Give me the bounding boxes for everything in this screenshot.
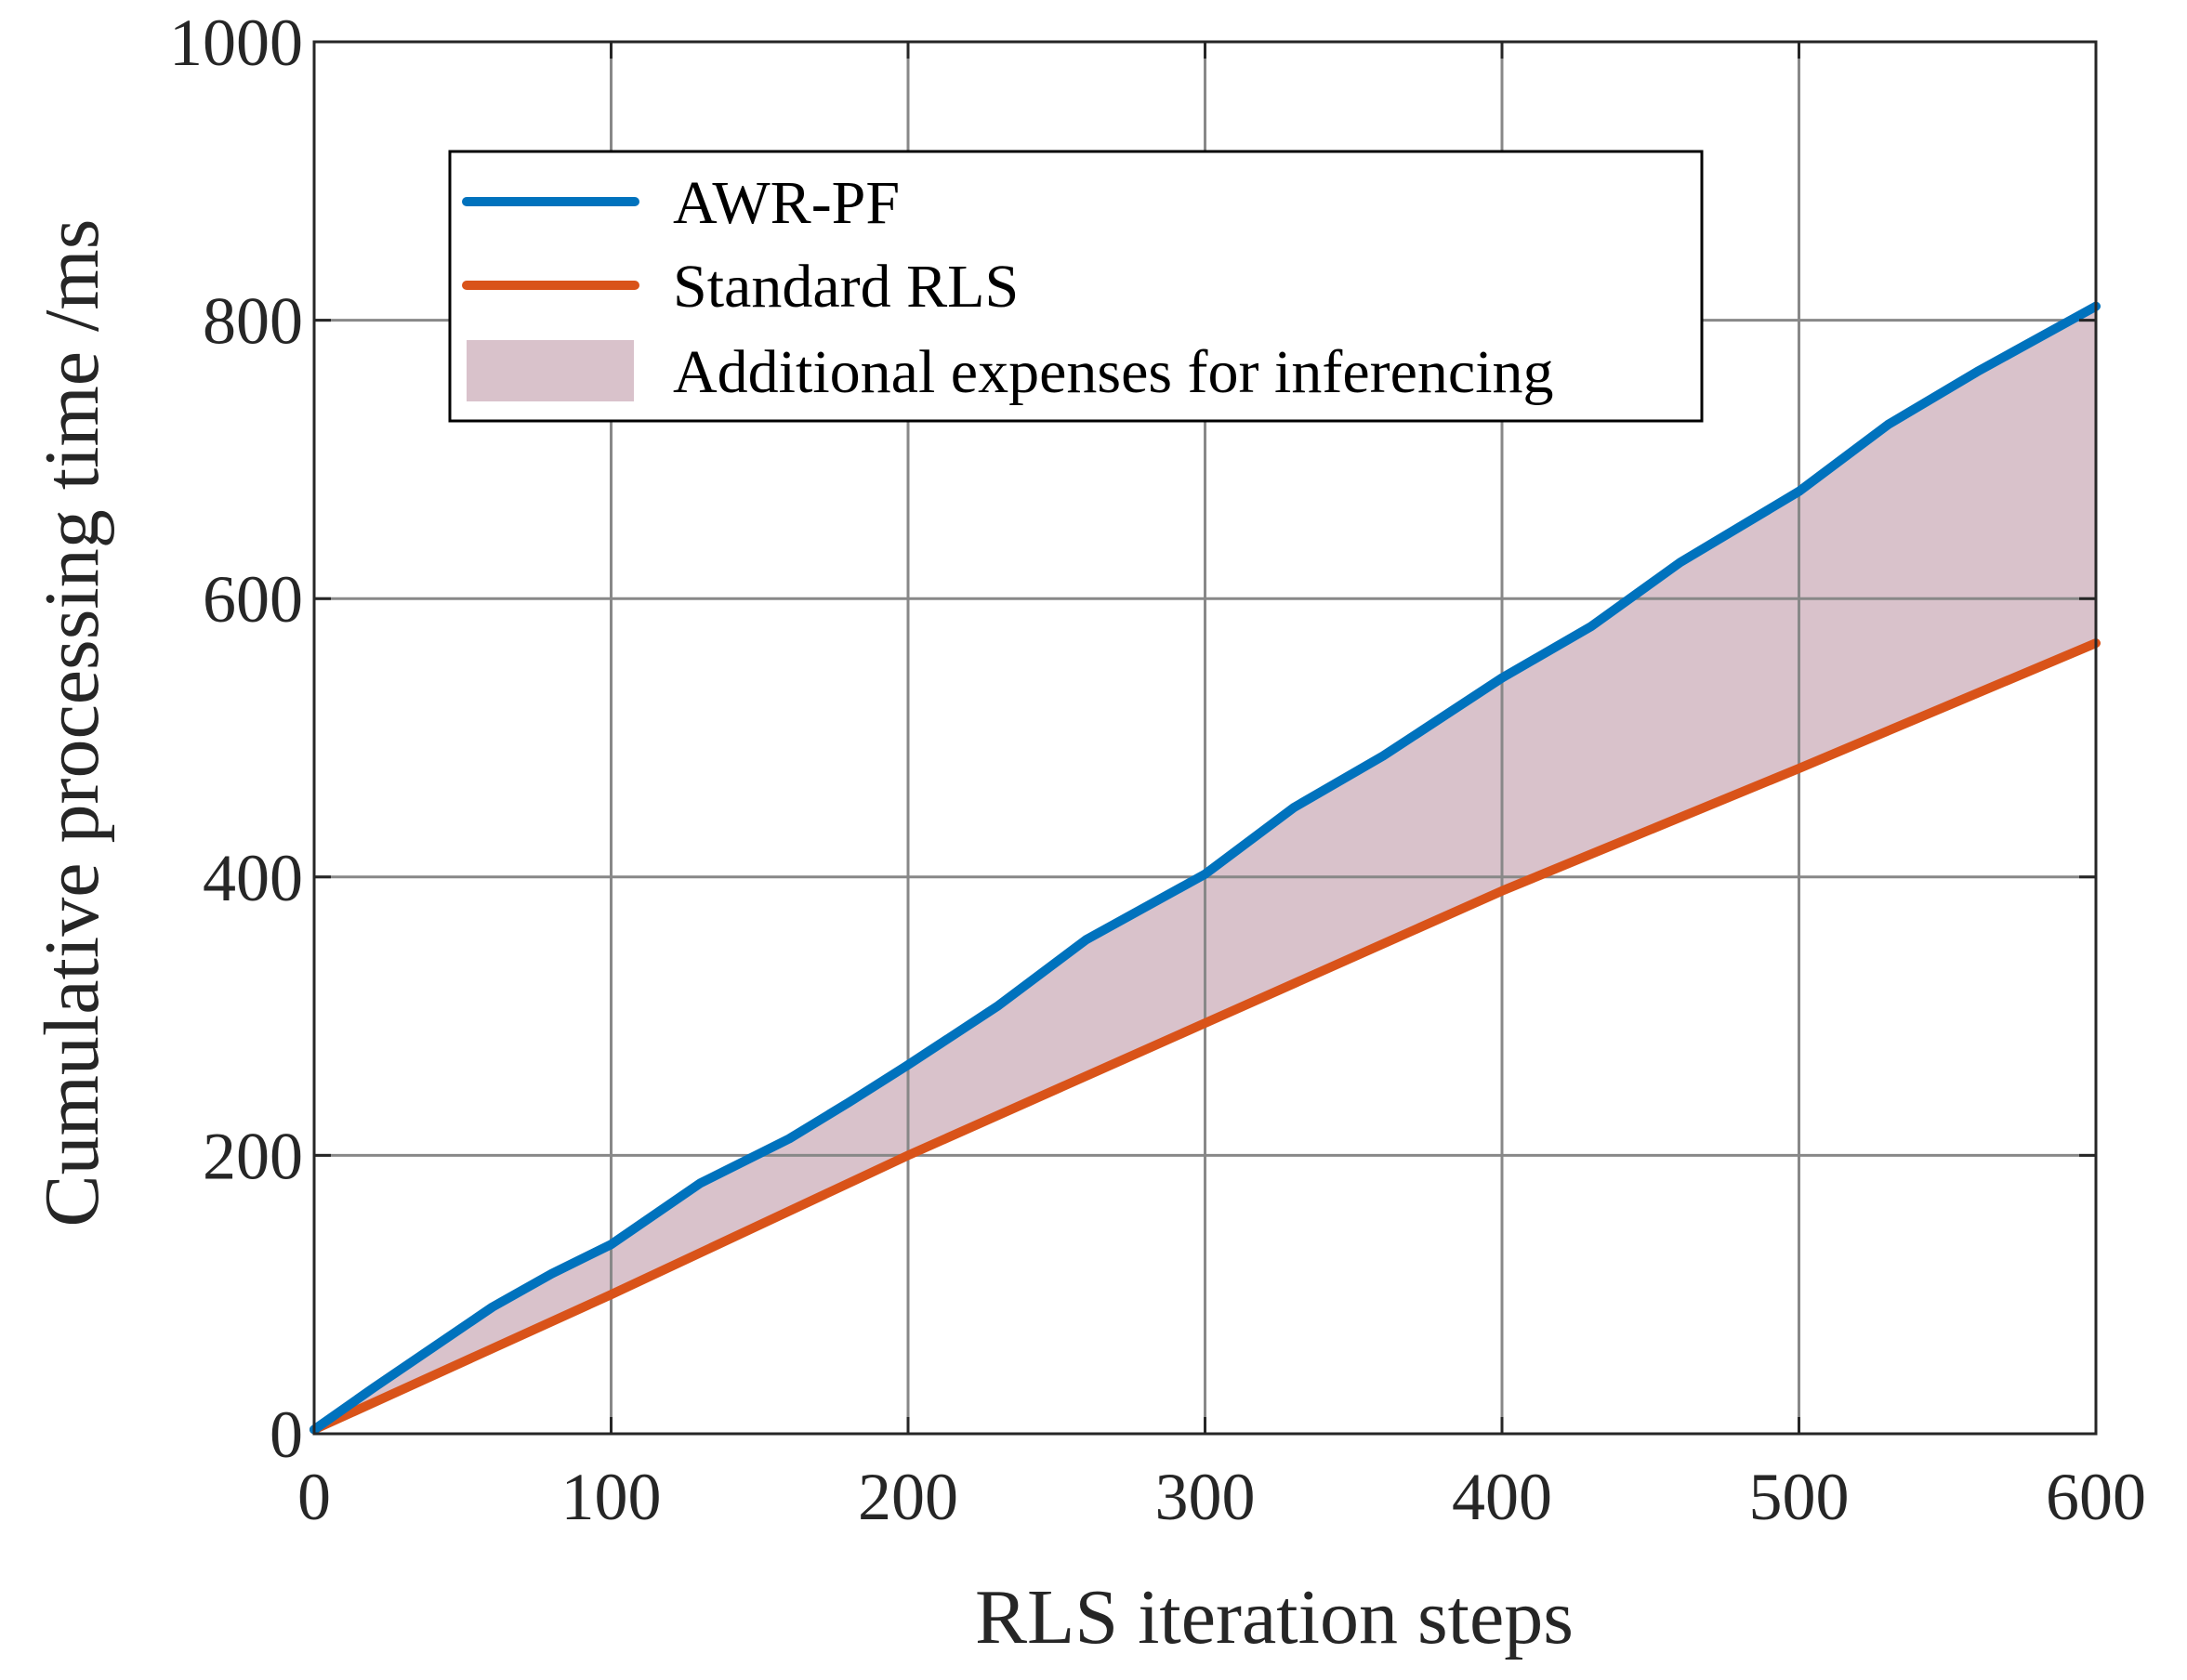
y-tick-label-1000: 1000 [169,6,303,80]
legend-label-additional-expenses: Additional expenses for inferencing [673,338,1554,406]
y-tick-label-200: 200 [203,1119,303,1193]
y-tick-label-400: 400 [203,841,303,915]
legend-swatch-additional-expenses [467,340,634,401]
x-tick-label-300: 300 [1155,1460,1256,1534]
y-tick-label-600: 600 [203,562,303,637]
x-axis-title: RLS iteration steps [975,1574,1574,1660]
x-tick-label-500: 500 [1749,1460,1850,1534]
x-tick-label-400: 400 [1452,1460,1552,1534]
legend-label-awr-pf: AWR-PF [673,169,900,237]
x-tick-label-200: 200 [858,1460,958,1534]
y-tick-label-800: 800 [203,284,303,359]
series-layer [310,301,2101,1435]
x-tick-label-100: 100 [561,1460,662,1534]
series-line-awr-pf [310,301,2101,1435]
x-tick-label-600: 600 [2046,1460,2146,1534]
series-line-standard-rls [310,638,2101,1435]
legend-label-standard-rls: Standard RLS [673,253,1019,321]
tick-layer: 0 100 200 300 400 500 600 0 200 400 600 800 1000 [169,6,2146,1534]
legend: AWR-PF Standard RLS Additional expenses … [448,150,1704,423]
legend-box [448,150,1704,423]
x-tick-label-0: 0 [297,1460,331,1534]
y-tick-label-0: 0 [270,1398,303,1472]
y-axis-title: Cumulative processing time /ms [29,219,115,1227]
